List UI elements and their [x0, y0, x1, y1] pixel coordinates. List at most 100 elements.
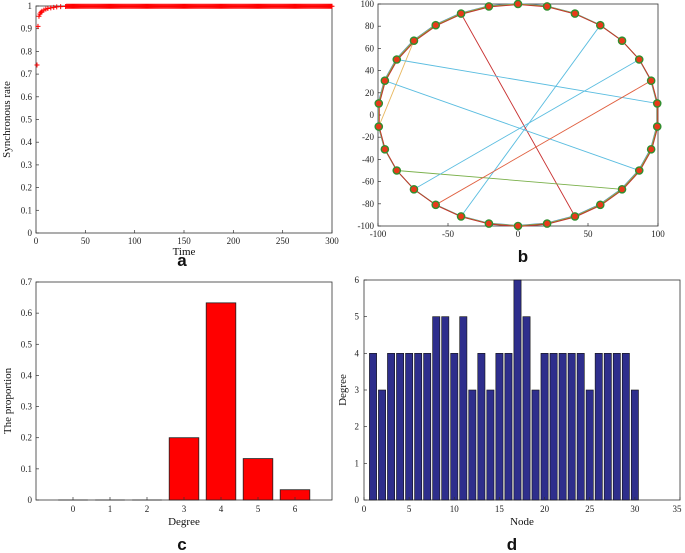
network-node [374, 99, 384, 108]
bar [567, 353, 576, 501]
y-tick-label: 60 [365, 43, 375, 53]
network-node [456, 212, 466, 221]
bar [405, 353, 414, 501]
y-tick-label: -20 [362, 132, 374, 142]
network-node [409, 36, 419, 46]
chord-edge [378, 40, 415, 127]
y-tick-label: 4 [355, 348, 360, 358]
chord-edge [435, 80, 652, 206]
bar [621, 353, 630, 501]
x-tick-label: 150 [177, 236, 191, 246]
network-node [570, 212, 580, 221]
x-tick-label: 100 [651, 229, 665, 239]
y-tick-label: 5 [355, 312, 360, 322]
bar [612, 353, 621, 501]
x-tick-label: 30 [630, 504, 640, 514]
ring-edge [489, 4, 519, 8]
ring-edge [575, 204, 602, 218]
chart-d: 0 5 10 15 20 25 30 35 0 1 2 3 4 5 6 Node Degree [337, 275, 682, 528]
x-axis-label: Node [510, 516, 534, 528]
y-tick-label: -80 [362, 199, 374, 209]
x-tick-label: 0 [516, 229, 521, 239]
bar [504, 353, 513, 501]
y-tick-label: 0.6 [21, 92, 33, 102]
x-axis-label: Degree [168, 516, 200, 528]
y-tick-label: 0.1 [21, 205, 32, 215]
network-node [392, 166, 402, 175]
network-node [374, 122, 384, 131]
y-tick-label: 0 [28, 228, 33, 238]
chord-edge [384, 80, 640, 171]
y-tick-label: 0.2 [21, 183, 32, 193]
network-node [595, 200, 605, 210]
y-axis-label: The proportion [2, 367, 14, 434]
data-point [58, 4, 64, 10]
network-node [634, 166, 644, 175]
x-tick-label: 6 [293, 504, 298, 514]
bar [432, 316, 441, 501]
panel-label-a: a [177, 251, 187, 270]
y-tick-label: 100 [361, 0, 375, 9]
ring-edge [600, 189, 623, 206]
y-tick-label: 0.9 [21, 24, 33, 34]
ring-edge [518, 223, 548, 227]
network-node [513, 0, 523, 9]
y-tick-label: 1 [355, 458, 360, 468]
network-node [652, 122, 662, 131]
bar [168, 437, 200, 501]
x-tick-label: 50 [584, 229, 594, 239]
x-tick-label: 25 [585, 504, 595, 514]
bar [205, 302, 237, 501]
bar [486, 389, 495, 501]
x-tick-label: 3 [182, 504, 187, 514]
ring-edge [436, 13, 462, 27]
bar [468, 389, 477, 501]
chord-edge [396, 170, 623, 190]
y-tick-label: 0.7 [21, 277, 33, 287]
x-tick-label: 5 [256, 504, 261, 514]
y-tick-label: 0.7 [21, 69, 33, 79]
y-tick-label: 0 [355, 495, 360, 505]
x-tick-label: 300 [325, 236, 339, 246]
ring-edge [414, 25, 437, 42]
network-node [431, 200, 441, 210]
network-node [513, 221, 523, 231]
bar [513, 279, 522, 501]
y-tick-label: 0.3 [21, 402, 33, 412]
chord-edge [396, 59, 658, 104]
y-tick-label: 1 [28, 1, 33, 11]
bar [396, 353, 405, 501]
y-tick-label: 0.1 [21, 464, 32, 474]
x-tick-label: 100 [128, 236, 142, 246]
chord-edge [460, 13, 576, 217]
x-tick-label: 10 [450, 504, 460, 514]
ring-edge [574, 203, 600, 217]
ring-edge [435, 13, 462, 26]
chart-a: 0 50 100 150 200 250 300 0 0.1 0.2 0.3 0.4 0.5 0.6 0.7… [1, 1, 339, 258]
y-tick-label: -40 [362, 154, 374, 164]
y-tick-label: 0.5 [21, 339, 33, 349]
bar [450, 353, 459, 501]
bar [630, 389, 639, 501]
ring-edge [413, 24, 436, 41]
chart-c: 0 1 2 3 4 5 6 0 0.1 0.2 0.3 0.4 0.5 0.6 0.7 Degree The p… [2, 277, 333, 528]
x-tick-label: 0 [71, 504, 76, 514]
bar [477, 353, 486, 501]
network-node [409, 184, 419, 194]
network-node [617, 184, 627, 194]
x-tick-label: 35 [673, 504, 683, 514]
bar [558, 353, 567, 501]
y-tick-label: -60 [362, 177, 374, 187]
ring-edge [518, 4, 548, 8]
x-tick-label: 250 [276, 236, 290, 246]
x-tick-label: 4 [219, 504, 224, 514]
x-tick-label: 0 [362, 504, 367, 514]
y-tick-label: 0.6 [21, 308, 33, 318]
y-tick-label: 6 [355, 275, 360, 285]
network-node [380, 145, 390, 154]
network-node [652, 99, 662, 108]
data-point [38, 9, 44, 15]
bar [387, 353, 395, 501]
ring-edge [599, 188, 622, 205]
y-tick-label: 80 [365, 21, 375, 31]
